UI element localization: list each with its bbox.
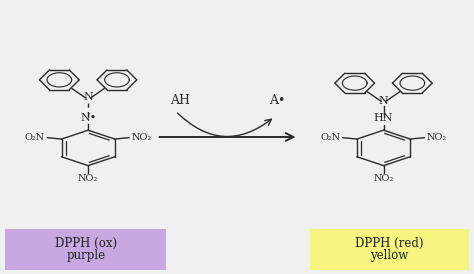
Text: NO₂: NO₂ — [427, 133, 447, 142]
Text: NO₂: NO₂ — [78, 174, 98, 183]
Text: N: N — [83, 92, 93, 102]
Text: N•: N• — [80, 113, 96, 122]
Text: purple: purple — [66, 249, 105, 262]
FancyArrowPatch shape — [178, 113, 272, 136]
Bar — [5, 229, 166, 270]
Text: DPPH (red): DPPH (red) — [355, 237, 424, 250]
Text: yellow: yellow — [370, 249, 409, 262]
Text: NO₂: NO₂ — [374, 174, 393, 183]
Text: AH: AH — [170, 94, 190, 107]
Text: HN: HN — [374, 113, 393, 122]
Text: O₂N: O₂N — [320, 133, 340, 142]
Text: O₂N: O₂N — [25, 133, 45, 142]
Text: A•: A• — [269, 94, 285, 107]
Text: NO₂: NO₂ — [131, 133, 151, 142]
Bar — [310, 229, 469, 270]
Text: N: N — [379, 96, 388, 106]
Text: DPPH (ox): DPPH (ox) — [55, 237, 117, 250]
